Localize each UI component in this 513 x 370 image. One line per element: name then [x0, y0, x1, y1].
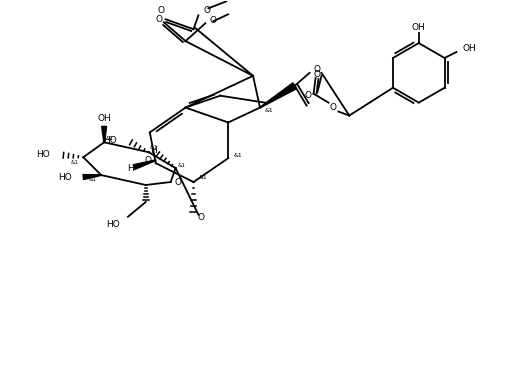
Text: &1: &1	[199, 175, 207, 179]
Text: H: H	[128, 164, 134, 173]
Text: OH: OH	[97, 114, 111, 123]
Text: &1: &1	[88, 176, 96, 182]
Text: &1: &1	[265, 108, 274, 113]
Text: OH: OH	[412, 23, 426, 32]
Text: H: H	[150, 146, 157, 155]
Text: HO: HO	[106, 220, 120, 229]
Text: O: O	[313, 65, 320, 74]
Text: &1: &1	[105, 136, 113, 141]
Text: &1: &1	[177, 163, 186, 168]
Text: O: O	[174, 178, 181, 186]
Text: O: O	[155, 15, 162, 24]
Polygon shape	[133, 160, 156, 169]
Text: &1: &1	[150, 145, 157, 150]
Text: &1: &1	[70, 160, 78, 165]
Polygon shape	[260, 83, 297, 108]
Text: HO: HO	[57, 172, 71, 182]
Text: O: O	[304, 91, 311, 100]
Text: HO: HO	[36, 150, 50, 159]
Text: O: O	[157, 6, 164, 15]
Text: O: O	[198, 213, 205, 222]
Text: O: O	[203, 6, 210, 15]
Text: O: O	[144, 156, 151, 165]
Text: O: O	[313, 70, 320, 79]
Polygon shape	[83, 175, 101, 179]
Text: &1: &1	[233, 153, 242, 158]
Text: HO: HO	[103, 136, 117, 145]
Text: OH: OH	[462, 44, 476, 53]
Text: O: O	[209, 16, 216, 25]
Polygon shape	[102, 127, 107, 142]
Text: O: O	[330, 103, 337, 112]
